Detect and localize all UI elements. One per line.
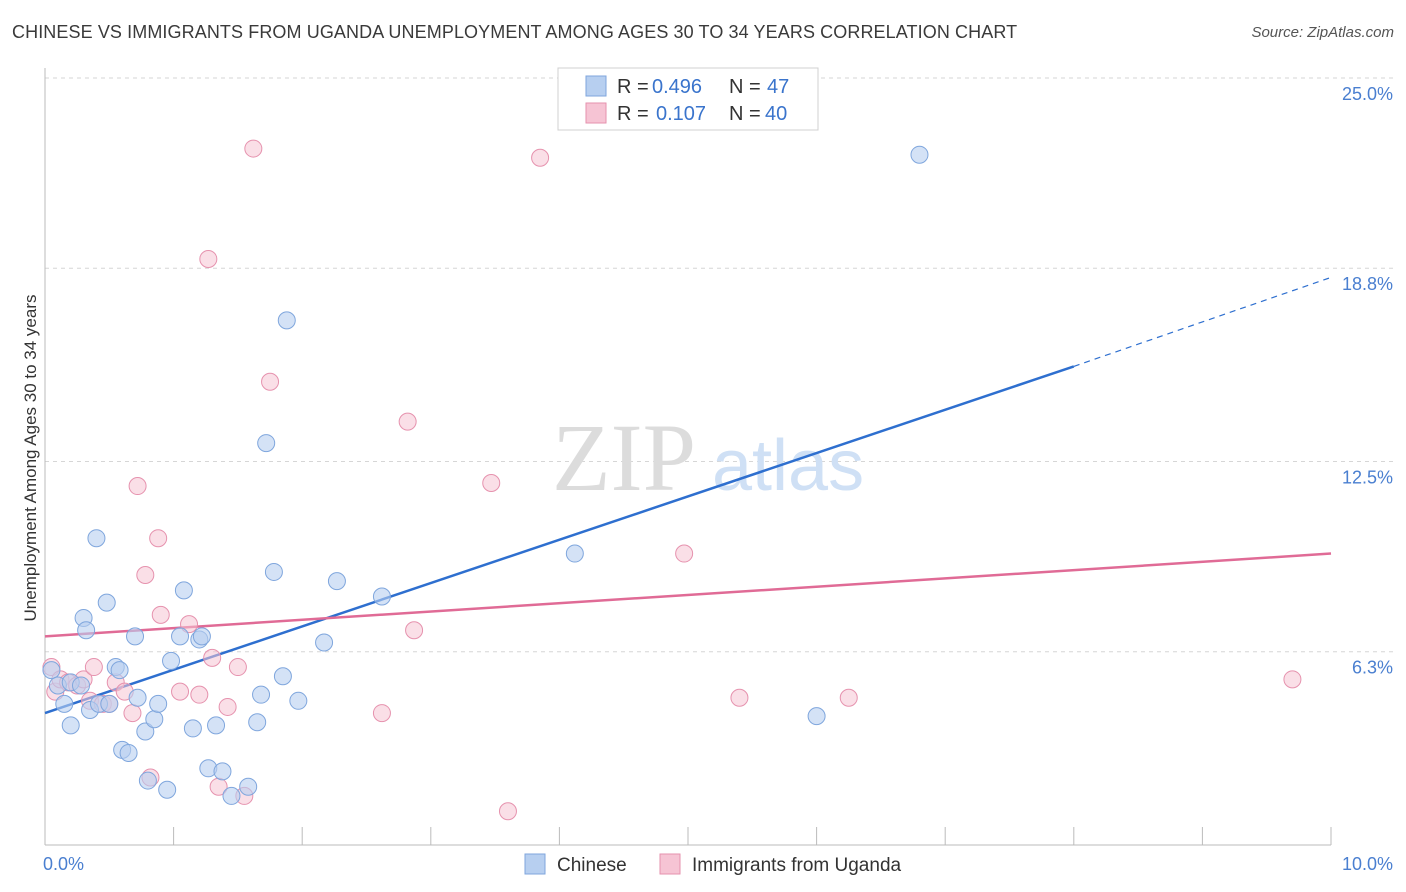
point-chinese — [149, 694, 168, 713]
trend-lines — [44, 276, 1332, 715]
legend-r-value: 0.496 — [652, 76, 702, 98]
source-credit: Source: ZipAtlas.com — [1251, 24, 1394, 41]
point-chinese — [55, 694, 74, 713]
legend-r-label: R = — [617, 103, 649, 125]
point-uganda — [136, 566, 155, 585]
legend-r-value: 0.107 — [656, 103, 706, 125]
legend-swatch-chinese — [585, 75, 607, 97]
point-uganda — [405, 621, 424, 640]
bottom-legend: Chinese Immigrants from Uganda — [524, 853, 902, 876]
point-chinese — [207, 716, 226, 735]
point-uganda — [1283, 670, 1302, 689]
watermark-atlas: atlas — [712, 426, 864, 506]
bottom-legend-swatch-chinese — [524, 853, 546, 875]
x-tick-label-left: 0.0% — [43, 854, 84, 874]
legend-n-value: 47 — [767, 76, 789, 98]
point-uganda — [398, 412, 417, 431]
point-chinese — [565, 544, 584, 563]
point-uganda — [244, 139, 263, 158]
legend-n-label: N = — [729, 103, 761, 125]
point-chinese — [183, 719, 202, 738]
point-uganda — [128, 477, 147, 496]
point-chinese — [171, 627, 190, 646]
point-chinese — [61, 716, 80, 735]
point-uganda — [190, 685, 209, 704]
point-uganda — [730, 688, 749, 707]
point-uganda — [228, 658, 247, 677]
point-chinese — [110, 661, 129, 680]
point-uganda — [839, 688, 858, 707]
point-chinese — [145, 710, 164, 729]
point-chinese — [264, 562, 283, 581]
point-chinese — [213, 762, 232, 781]
grid-lines — [45, 77, 1394, 653]
legend-n-value: 40 — [765, 103, 787, 125]
point-uganda — [531, 148, 550, 167]
point-chinese — [42, 661, 61, 680]
point-uganda — [171, 682, 190, 701]
point-uganda — [372, 704, 391, 723]
point-chinese — [162, 651, 181, 670]
point-uganda — [675, 544, 694, 563]
point-uganda — [498, 802, 517, 821]
point-uganda — [482, 473, 501, 492]
point-chinese — [372, 587, 391, 606]
point-chinese — [277, 311, 296, 330]
point-chinese — [138, 771, 157, 790]
point-chinese — [192, 627, 211, 646]
trend-line-uganda — [44, 552, 1332, 638]
series-chinese-points — [42, 145, 929, 805]
trend-line-chinese-extension — [1073, 276, 1332, 367]
point-chinese — [239, 777, 258, 796]
point-chinese — [807, 707, 826, 726]
chart-title: CHINESE VS IMMIGRANTS FROM UGANDA UNEMPL… — [12, 22, 1018, 42]
point-uganda — [218, 697, 237, 716]
point-chinese — [158, 780, 177, 799]
point-chinese — [128, 688, 147, 707]
point-uganda — [123, 704, 142, 723]
point-uganda — [261, 372, 280, 391]
point-chinese — [77, 621, 96, 640]
point-chinese — [126, 627, 145, 646]
legend-r-label: R = — [617, 76, 649, 98]
point-chinese — [100, 694, 119, 713]
point-chinese — [252, 685, 271, 704]
point-chinese — [257, 434, 276, 453]
point-uganda — [203, 648, 222, 667]
y-tick-label: 18.8% — [1342, 274, 1393, 294]
bottom-legend-swatch-uganda — [659, 853, 681, 875]
point-chinese — [273, 667, 292, 686]
point-uganda — [84, 658, 103, 677]
bottom-legend-label-chinese: Chinese — [557, 855, 627, 876]
watermark-zip: ZIP — [552, 404, 696, 511]
point-uganda — [151, 605, 170, 624]
point-chinese — [97, 593, 116, 612]
y-tick-label: 6.3% — [1352, 658, 1393, 678]
y-axis-label: Unemployment Among Ages 30 to 34 years — [21, 295, 40, 622]
point-chinese — [289, 691, 308, 710]
point-chinese — [87, 529, 106, 548]
axes — [44, 68, 1332, 846]
point-chinese — [174, 581, 193, 600]
point-chinese — [910, 145, 929, 164]
point-uganda — [199, 250, 218, 269]
point-chinese — [72, 676, 91, 695]
y-tick-label: 12.5% — [1342, 468, 1393, 488]
point-chinese — [222, 786, 241, 805]
legend-box: R = 0.496 N = 47 R = 0.107 N = 40 — [557, 67, 819, 131]
legend-n-label: N = — [729, 76, 761, 98]
point-uganda — [149, 529, 168, 548]
legend-swatch-uganda — [585, 102, 607, 124]
y-tick-label: 25.0% — [1342, 84, 1393, 104]
point-chinese — [327, 572, 346, 591]
point-chinese — [119, 743, 138, 762]
bottom-legend-label-uganda: Immigrants from Uganda — [692, 855, 902, 876]
point-chinese — [136, 722, 155, 741]
x-tick-label-right: 10.0% — [1342, 854, 1393, 874]
point-chinese — [315, 633, 334, 652]
point-chinese — [248, 713, 267, 732]
tick-labels: 6.3% 12.5% 18.8% 25.0% 0.0% 10.0% — [43, 84, 1393, 874]
point-uganda — [180, 615, 199, 634]
